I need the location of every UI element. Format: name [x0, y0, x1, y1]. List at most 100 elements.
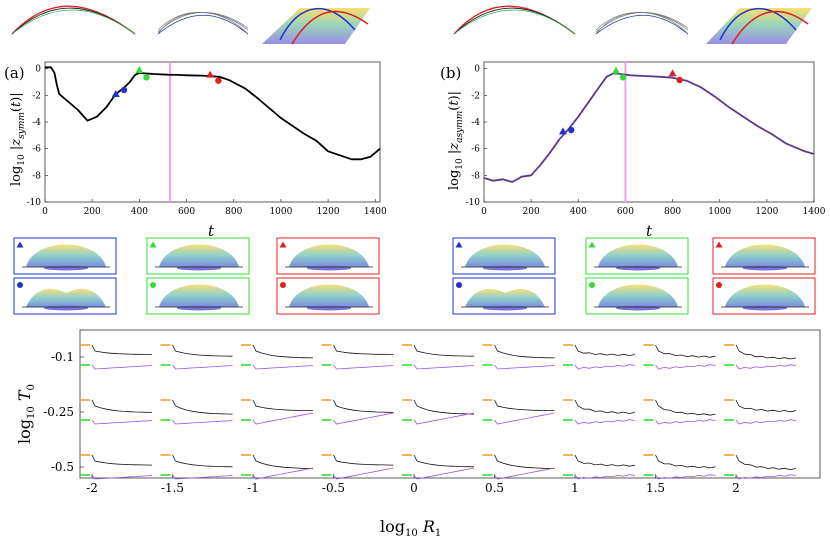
cell-r2-c5-black-trace — [494, 454, 555, 469]
panel-a-ytick-label-5: -10 — [27, 198, 42, 208]
snapshot-green-circle-4-shadow — [615, 305, 661, 311]
panel-b-marker-triangle-2 — [612, 66, 620, 74]
cell-r0-c5-purple-trace — [494, 364, 555, 370]
snapshot-blue-triangle-0-triangle-icon — [16, 241, 24, 248]
snapshot-red-triangle-2-triangle-icon — [279, 241, 287, 248]
panel-a-label: (a) — [4, 64, 25, 82]
bottom-xtick-label-5: 0.5 — [485, 481, 504, 495]
cell-r1-c5-purple-trace — [494, 412, 555, 425]
bottom-xtick-label-8: 2 — [732, 481, 740, 495]
cell-r2-c8-purple-trace — [735, 474, 797, 480]
snapshot-blue-circle-0-surface — [26, 288, 106, 307]
cell-r1-c3-black-trace — [333, 399, 394, 413]
panel-b-ytick-label-3: -6 — [471, 145, 480, 155]
cell-r0-c6-black-trace — [574, 344, 636, 357]
bottom-ytick-label-2: -0.5 — [51, 460, 74, 474]
panel-a-frame — [44, 61, 381, 203]
bottom-ytick-label-0: -0.1 — [51, 350, 74, 364]
panel-a-ytick-label-3: -6 — [32, 145, 41, 155]
panel-b-xtick-label-4: 800 — [664, 207, 681, 217]
panel-b-xtick-label-0: 0 — [481, 207, 487, 217]
cell-r2-c7-black-trace — [655, 454, 716, 469]
cell-r1-c2-purple-trace — [252, 412, 314, 425]
cell-r2-c0-black-trace — [91, 454, 153, 466]
snapshot-blue-circle-3-surface — [465, 288, 545, 307]
cell-r2-c1-purple-trace — [172, 474, 233, 480]
cell-r2-c4-black-trace — [413, 454, 475, 468]
bottom-xtick-label-3: -0.5 — [322, 481, 345, 495]
cell-r2-c2-black-trace — [252, 454, 314, 469]
panel-a-xtick-label-6: 1200 — [317, 207, 340, 217]
panel-b-marker-circle-3 — [619, 74, 627, 81]
panel-a: (a) 0 200 400 600 800 1000 1200 1400 0 -2 -4 -6 -8 -1… — [4, 61, 387, 240]
panel-a-ylabel: log10 |zsymm(t)| — [9, 92, 27, 186]
cell-r0-c1-purple-trace — [172, 364, 233, 370]
panel-a-series-0 — [45, 66, 381, 161]
panel-b-ytick-label-0: 0 — [474, 65, 480, 75]
panel-b-xtick-label-1: 200 — [523, 207, 540, 217]
bottom-xlabel: log10 R1 — [380, 517, 441, 539]
cell-r0-c0-purple-trace — [91, 364, 153, 370]
cell-r1-c1-black-trace — [172, 399, 233, 415]
panel-b-marker-triangle-4 — [668, 69, 677, 77]
snapshot-red-circle-2-circle-icon — [280, 282, 286, 288]
svg-text:log10 R1: log10 R1 — [380, 517, 441, 539]
snapshot-blue-triangle-3-surface — [465, 244, 545, 267]
thumb-wave-b2 — [595, 11, 689, 35]
cell-r0-c4-black-trace — [413, 344, 475, 357]
thumb-surface-b3 — [706, 7, 812, 45]
snapshot-blue-triangle-0-surface — [26, 244, 106, 267]
cell-r2-c6-black-trace — [574, 454, 636, 467]
cell-r2-c4-purple-trace — [413, 467, 475, 480]
cell-r1-c0-purple-trace — [91, 419, 153, 425]
snapshot-red-triangle-2-surface — [289, 244, 369, 267]
panel-a-marker-circle-3 — [143, 74, 150, 81]
snapshot-red-circle-2-surface — [289, 284, 369, 307]
thumb-wave-a2 — [157, 11, 249, 35]
cell-r1-c4-purple-trace — [413, 412, 475, 425]
panel-a-ytick-label-1: -2 — [32, 91, 41, 101]
cell-r0-c8-black-trace — [735, 344, 797, 360]
snapshot-red-triangle-5-triangle-icon — [715, 241, 723, 248]
panel-b-ylabel: log10 |zasymm(t)| — [447, 91, 465, 190]
panel-b-xtick-label-3: 600 — [617, 207, 634, 217]
panel-a-xtick-label-2: 400 — [131, 207, 148, 217]
snapshot-blue-circle-3-shadow — [482, 305, 528, 311]
cell-r0-c2-black-trace — [252, 344, 314, 359]
cell-r0-c6-purple-trace — [574, 364, 636, 370]
panel-a-xtick-label-5: 1000 — [269, 207, 292, 217]
panel-b-xlabel: t — [646, 222, 653, 240]
cell-r0-c3-purple-trace — [333, 364, 394, 370]
panel-b-xtick-label-5: 1000 — [708, 207, 731, 217]
cell-r1-c7-black-trace — [655, 399, 716, 416]
snapshot-red-triangle-5-shadow — [742, 265, 788, 271]
snapshot-blue-triangle-0-shadow — [43, 265, 89, 271]
cell-r2-c7-purple-trace — [655, 474, 716, 480]
snapshot-green-circle-4-surface — [598, 284, 678, 307]
top-thumbnails — [11, 5, 812, 45]
panel-b-ytick-label-2: -4 — [471, 118, 480, 128]
panel-b-marker-triangle-0 — [558, 127, 567, 135]
bottom-xtick-label-7: 1.5 — [646, 481, 665, 495]
panel-b-ytick-label-4: -8 — [471, 171, 480, 181]
cell-r0-c5-black-trace — [494, 344, 555, 359]
snapshot-blue-triangle-3-triangle-icon — [455, 241, 463, 248]
snapshot-red-triangle-2-shadow — [306, 265, 352, 271]
panel-a-ytick-label-2: -4 — [32, 118, 41, 128]
panel-a-marker-triangle-4 — [206, 70, 215, 78]
snapshot-green-triangle-4-shadow — [615, 265, 661, 271]
bottom-xtick-label-4: 0 — [410, 481, 418, 495]
cell-r2-c8-black-trace — [735, 454, 797, 471]
cell-r0-c4-purple-trace — [413, 364, 475, 370]
panel-b-xtick-label-2: 400 — [570, 207, 587, 217]
bottom-grid: -2 -1.5 -1 -0.5 0 0.5 1 1.5 2 -0.1 -0.25 -0.5 log10… — [15, 329, 821, 539]
panel-b-xtick-label-6: 1200 — [755, 207, 778, 217]
panel-a-ytick-label-0: 0 — [35, 65, 41, 75]
snapshot-boxes — [13, 237, 816, 315]
snapshot-green-triangle-4-surface — [598, 244, 678, 267]
cell-r1-c7-purple-trace — [655, 419, 716, 425]
panel-a-marker-circle-1 — [120, 86, 128, 94]
panel-a-ytick-label-4: -8 — [32, 171, 41, 181]
bottom-ylabel: log10 T0 — [15, 384, 37, 444]
panel-a-xlabel: t — [208, 222, 215, 240]
